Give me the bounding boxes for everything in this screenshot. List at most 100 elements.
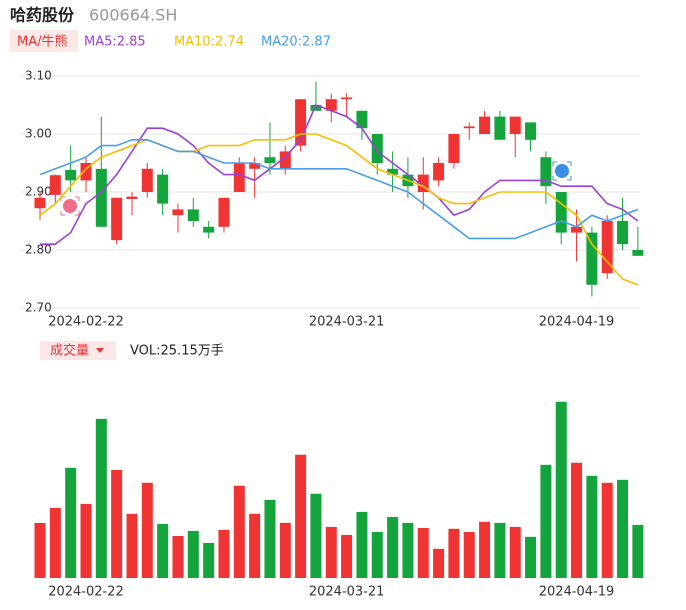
candle-body bbox=[65, 169, 77, 181]
volume-bar bbox=[356, 511, 368, 578]
candle-body bbox=[525, 122, 537, 140]
indicator-bg[interactable] bbox=[40, 341, 116, 360]
volume-bar bbox=[494, 522, 506, 578]
candle-body bbox=[540, 157, 552, 187]
volume-bar bbox=[479, 521, 491, 578]
legend-title[interactable]: MA/牛熊 bbox=[17, 34, 68, 50]
candle-body bbox=[111, 197, 123, 241]
candle-body bbox=[632, 250, 644, 256]
candle-body bbox=[586, 232, 598, 285]
volume-bar bbox=[141, 482, 153, 578]
candle-body bbox=[141, 168, 153, 192]
candle-body bbox=[356, 110, 368, 129]
candle-body bbox=[433, 163, 445, 181]
volume-bar bbox=[555, 401, 567, 578]
candle-body bbox=[49, 175, 61, 195]
x-tick-label: 2024-03-21 bbox=[309, 585, 385, 600]
candle-body bbox=[203, 226, 215, 233]
candle-body bbox=[601, 221, 613, 274]
volume-bar bbox=[433, 548, 445, 578]
volume-bar bbox=[157, 523, 169, 578]
candle-body bbox=[95, 168, 107, 227]
volume-bar bbox=[111, 469, 123, 578]
y-tick-label: 2.70 bbox=[25, 301, 52, 315]
candle-body bbox=[387, 168, 399, 175]
ma-line bbox=[39, 133, 639, 286]
volume-bar bbox=[264, 499, 276, 578]
volume-bar bbox=[387, 516, 399, 578]
indicator[interactable]: 成交量 bbox=[50, 343, 89, 359]
x-tick-label: 2024-03-21 bbox=[309, 315, 385, 330]
volume-bar bbox=[586, 475, 598, 578]
candle-body bbox=[126, 196, 138, 199]
candle-body bbox=[187, 209, 199, 221]
volume-bar bbox=[310, 493, 322, 578]
volume-bar bbox=[417, 527, 429, 578]
volume-bar bbox=[65, 467, 77, 578]
candle-body bbox=[617, 221, 629, 245]
legend-entry: MA10:2.74 bbox=[174, 35, 244, 50]
volume-bar bbox=[402, 522, 414, 578]
volume-bar bbox=[49, 507, 61, 578]
volume-bar bbox=[34, 522, 46, 578]
volume-bar bbox=[80, 503, 92, 578]
volume-bar bbox=[203, 542, 215, 578]
candle-body bbox=[233, 163, 245, 192]
bear-icon bbox=[552, 161, 572, 181]
volume-bar bbox=[525, 536, 537, 578]
volume-bar bbox=[571, 462, 583, 578]
legend-entry: MA5:2.85 bbox=[84, 35, 146, 50]
candle-body bbox=[325, 99, 337, 111]
candle-body bbox=[509, 116, 521, 134]
candle-body bbox=[571, 226, 583, 233]
volume-label: VOL:25.15万手 bbox=[130, 344, 224, 359]
candle-body bbox=[218, 197, 230, 227]
candle-body bbox=[172, 209, 184, 216]
candle-body bbox=[479, 116, 491, 134]
volume-bar bbox=[617, 479, 629, 578]
x-tick-label: 2024-02-22 bbox=[48, 585, 124, 600]
volume-bar bbox=[448, 528, 460, 578]
volume-bar bbox=[341, 534, 353, 578]
volume-bar bbox=[187, 530, 199, 578]
candle-body bbox=[341, 97, 353, 100]
candle-body bbox=[279, 151, 291, 169]
x-tick-label: 2024-04-19 bbox=[539, 315, 615, 330]
candle-body bbox=[448, 134, 460, 163]
y-tick-label: 2.80 bbox=[25, 243, 52, 257]
candle-body bbox=[417, 174, 429, 192]
candle-body bbox=[295, 99, 307, 146]
volume-bar bbox=[295, 454, 307, 578]
volume-bar bbox=[249, 513, 261, 578]
stock-code: 600664.SH bbox=[89, 6, 177, 25]
candle-body bbox=[310, 105, 322, 111]
volume-bar bbox=[95, 418, 107, 578]
volume-bar bbox=[126, 513, 138, 578]
volume-bar bbox=[371, 531, 383, 578]
volume-bar bbox=[172, 535, 184, 578]
volume-bar bbox=[233, 485, 245, 578]
x-tick-label: 2024-04-19 bbox=[539, 585, 615, 600]
y-tick-label: 3.10 bbox=[25, 69, 52, 83]
y-tick-label: 3.00 bbox=[25, 127, 52, 141]
volume-bar bbox=[218, 529, 230, 578]
volume-bar bbox=[632, 524, 644, 578]
candle-body bbox=[157, 174, 169, 204]
legend-entry: MA20:2.87 bbox=[261, 35, 331, 50]
volume-bar bbox=[325, 526, 337, 578]
bull-icon bbox=[60, 196, 80, 216]
ma-line bbox=[39, 139, 639, 240]
x-tick-label: 2024-02-22 bbox=[48, 315, 124, 330]
volume-bar bbox=[279, 522, 291, 578]
volume-bar bbox=[509, 526, 521, 578]
legend-title-bg[interactable] bbox=[10, 30, 78, 52]
volume-bar bbox=[463, 531, 475, 578]
candle-body bbox=[494, 116, 506, 140]
candle-body bbox=[80, 163, 92, 181]
stock-name: 哈药股份 bbox=[10, 6, 75, 25]
volume-bar bbox=[540, 464, 552, 578]
dropdown-arrow[interactable] bbox=[96, 348, 104, 353]
candle-body bbox=[264, 157, 276, 163]
volume-bar bbox=[601, 482, 613, 578]
